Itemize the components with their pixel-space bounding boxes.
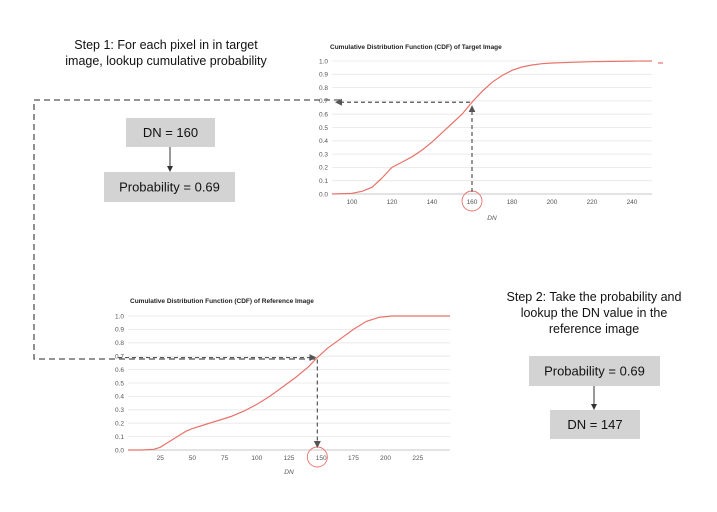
step2-line-2: lookup the DN value in the: [521, 306, 668, 320]
prob-ref-box-bg: [529, 356, 660, 386]
step2-text: Step 2: Take the probability and lookup …: [507, 290, 682, 336]
step1-line-1: Step 1: For each pixel in in target: [74, 38, 258, 52]
step2-line-1: Step 2: Take the probability and: [507, 290, 682, 304]
y-tick-label: 0.5: [115, 380, 124, 387]
y-tick-label: 0.3: [115, 407, 124, 414]
y-tick-label: 0.8: [319, 85, 328, 92]
x-tick-label: 25: [157, 455, 165, 462]
dn-target-box: DN = 160: [126, 118, 215, 147]
y-tick-label: 0.1: [115, 434, 124, 441]
y-tick-label: 0.8: [115, 340, 124, 347]
x-tick-label: 175: [348, 455, 359, 462]
prob-target-box: Probability = 0.69: [104, 172, 235, 202]
x-tick-label: 75: [221, 455, 229, 462]
prob-ref-label: Probability = 0.69: [544, 364, 645, 379]
dn-ref-label: DN = 147: [567, 417, 622, 432]
y-tick-label: 1.0: [319, 58, 328, 65]
dn-target-box-bg: [126, 118, 215, 147]
x-tick-label: 50: [189, 455, 197, 462]
target-cdf-chart: Cumulative Distribution Function (CDF) o…: [319, 44, 663, 222]
y-tick-label: 0.6: [115, 367, 124, 374]
step1-line-2: image, lookup cumulative probability: [65, 54, 267, 68]
chart-title: Cumulative Distribution Function (CDF) o…: [330, 44, 502, 51]
x-tick-label: 240: [627, 199, 638, 206]
step2-line-3: reference image: [549, 322, 639, 336]
dn-ref-box: DN = 147: [550, 410, 640, 439]
cdf-series-line: [128, 315, 450, 451]
step1-text: Step 1: For each pixel in in target imag…: [65, 38, 267, 68]
x-tick-label: 200: [380, 455, 391, 462]
y-tick-label: 0.2: [115, 421, 124, 428]
chart-title: Cumulative Distribution Function (CDF) o…: [130, 298, 314, 305]
y-tick-label: 0.0: [319, 191, 328, 198]
x-tick-label: 100: [251, 455, 262, 462]
reference-cdf-chart: Cumulative Distribution Function (CDF) o…: [115, 298, 450, 476]
x-tick-label: 125: [284, 455, 295, 462]
y-tick-label: 0.9: [319, 72, 328, 79]
x-tick-label: 150: [316, 455, 327, 462]
x-axis-label: DN: [487, 215, 497, 222]
dn-target-label: DN = 160: [143, 125, 198, 140]
x-tick-label: 200: [547, 199, 558, 206]
y-tick-label: 0.9: [115, 327, 124, 334]
connector-dashed-path: [33, 99, 340, 360]
y-tick-label: 1.0: [115, 313, 124, 320]
y-tick-label: 0.4: [319, 138, 328, 145]
x-tick-label: 100: [347, 199, 358, 206]
prob-ref-box: Probability = 0.69: [529, 356, 660, 386]
x-tick-label: 180: [507, 199, 518, 206]
dn-ref-box-bg: [550, 410, 640, 439]
x-tick-label: 225: [412, 455, 423, 462]
y-tick-label: 0.3: [319, 151, 328, 158]
prob-target-label: Probability = 0.69: [119, 180, 220, 195]
x-tick-label: 160: [467, 199, 478, 206]
y-tick-label: 0.5: [319, 125, 328, 132]
y-tick-label: 0.4: [115, 394, 124, 401]
x-axis-label: DN: [284, 469, 294, 476]
x-tick-label: 220: [587, 199, 598, 206]
y-tick-label: 0.6: [319, 112, 328, 119]
y-tick-label: 0.7: [319, 98, 328, 105]
x-tick-label: 140: [427, 199, 438, 206]
y-tick-label: 0.2: [319, 165, 328, 172]
y-tick-label: 0.1: [319, 178, 328, 185]
x-tick-label: 120: [387, 199, 398, 206]
cdf-series-line: [331, 60, 653, 195]
y-tick-label: 0.0: [115, 447, 124, 454]
prob-target-box-bg: [104, 172, 235, 202]
